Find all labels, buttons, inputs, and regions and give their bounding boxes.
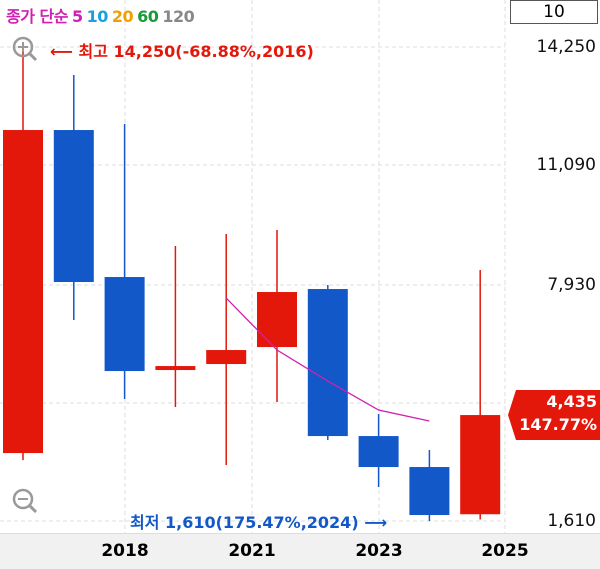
y-tick: 1,610 (547, 511, 596, 531)
y-tick: 11,090 (536, 155, 596, 175)
candle-body (307, 289, 348, 437)
y-tick: 7,930 (547, 275, 596, 295)
x-tick: 2018 (101, 541, 149, 561)
zoom-in-icon[interactable] (8, 32, 44, 68)
legend-period[interactable]: 10 (86, 7, 109, 26)
candle-body (409, 467, 450, 516)
y-tick: 14,250 (536, 37, 596, 57)
legend-period[interactable]: 20 (111, 7, 134, 26)
legend-period[interactable]: 60 (137, 7, 159, 26)
candle-body (104, 277, 145, 372)
current-price: 4,435 (546, 392, 597, 411)
x-tick: 2021 (228, 541, 276, 561)
zoom-out-icon[interactable] (8, 484, 44, 520)
current-price-tag: 4,435 147.77% (508, 390, 600, 440)
x-tick: 2025 (481, 541, 529, 561)
high-text: 최고 14,250(-68.88%,2016) (78, 42, 314, 61)
candle-body (3, 130, 43, 454)
x-tick: 2023 (355, 541, 403, 561)
candle-body (358, 436, 399, 468)
candle-body (460, 415, 501, 515)
high-annotation: ⟵ 최고 14,250(-68.88%,2016) (50, 42, 314, 61)
candle-body (155, 366, 196, 371)
period-box[interactable]: 10 (510, 0, 598, 24)
current-change: 147.77% (519, 415, 597, 434)
candle-body (206, 350, 247, 365)
ma5-line (225, 297, 430, 422)
low-annotation: 최저 1,610(175.47%,2024) ⟶ (130, 513, 388, 532)
ma-legend: 종가 단순 5 10 20 60 120 (6, 3, 202, 27)
legend-period[interactable]: 5 (71, 7, 83, 26)
legend-period[interactable]: 120 (162, 7, 195, 26)
x-axis (0, 533, 600, 569)
low-text: 최저 1,610(175.47%,2024) (130, 513, 359, 532)
candle-body (257, 292, 297, 348)
legend-label: 종가 단순 (6, 7, 68, 26)
candle-body (53, 130, 94, 283)
